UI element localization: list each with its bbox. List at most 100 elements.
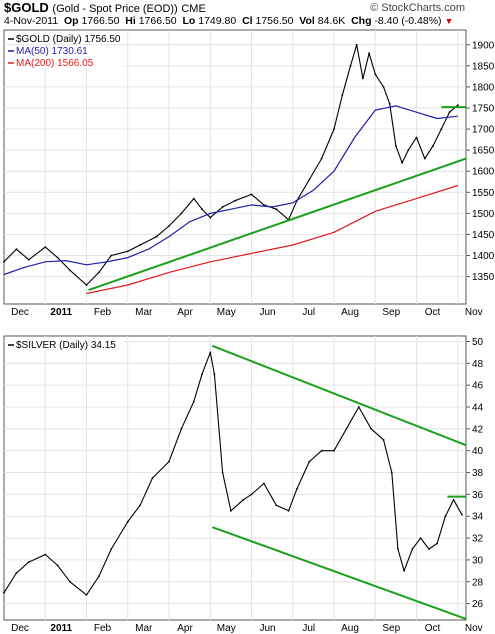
change-label: Chg bbox=[351, 15, 372, 27]
price-point bbox=[428, 548, 430, 550]
price-point bbox=[139, 244, 142, 246]
price-point bbox=[192, 400, 195, 403]
price-point bbox=[357, 406, 360, 408]
price-point bbox=[15, 248, 18, 251]
price-point bbox=[126, 250, 129, 253]
volume-label: Vol bbox=[299, 15, 315, 27]
chart-title: $GOLD (Gold - Spot Price (EOD)) CME bbox=[4, 0, 206, 15]
price-point bbox=[456, 104, 459, 107]
price-point bbox=[320, 157, 323, 160]
price-point bbox=[275, 504, 278, 507]
symbol: $GOLD bbox=[4, 0, 49, 15]
price-point bbox=[382, 438, 385, 441]
legend-entry: $SILVER (Daily) 34.15 bbox=[16, 340, 116, 351]
y-tick-label: 1500 bbox=[472, 209, 495, 220]
price-point bbox=[374, 73, 377, 76]
price-point bbox=[209, 351, 212, 354]
y-tick-label: 34 bbox=[472, 512, 484, 523]
y-tick-label: 44 bbox=[472, 403, 484, 414]
close-value: 1756.50 bbox=[255, 15, 294, 27]
price-point bbox=[345, 427, 348, 430]
price-point bbox=[444, 515, 447, 518]
x-tick-label: Jul bbox=[302, 307, 315, 318]
x-tick-label: May bbox=[217, 307, 236, 318]
x-tick-label: Aug bbox=[341, 623, 359, 634]
y-tick-label: 26 bbox=[472, 599, 484, 610]
trendline bbox=[211, 526, 467, 620]
x-tick-label: Jul bbox=[302, 623, 315, 634]
exchange: CME bbox=[181, 3, 206, 15]
price-point bbox=[168, 225, 170, 227]
price-point bbox=[407, 149, 410, 152]
y-tick-label: 38 bbox=[472, 468, 484, 479]
price-point bbox=[168, 460, 170, 463]
price-point bbox=[308, 178, 311, 181]
y-tick-label: 30 bbox=[472, 555, 484, 566]
price-point bbox=[201, 373, 203, 376]
y-tick-label: 28 bbox=[472, 577, 484, 588]
x-tick-label: Apr bbox=[177, 307, 193, 318]
x-tick-label: Sep bbox=[382, 307, 400, 318]
price-point bbox=[423, 157, 426, 160]
price-point bbox=[370, 427, 372, 430]
price-point bbox=[341, 94, 344, 97]
legend-bg bbox=[6, 57, 124, 68]
quote-stats: 4-Nov-2011 Op 1766.50 Hi 1766.50 Lo 1749… bbox=[4, 15, 453, 27]
x-tick-label: Jun bbox=[259, 307, 275, 318]
price-point bbox=[85, 594, 88, 596]
price-point bbox=[139, 504, 142, 507]
price-point bbox=[263, 204, 265, 206]
y-tick-label: 1650 bbox=[472, 146, 495, 157]
series-price bbox=[3, 44, 459, 286]
y-tick-label: 1800 bbox=[472, 82, 495, 93]
x-tick-label: Mar bbox=[135, 307, 153, 318]
price-point bbox=[287, 509, 290, 512]
legend-entry: MA(50) 1730.61 bbox=[16, 46, 88, 57]
price-point bbox=[151, 477, 154, 479]
price-point bbox=[333, 128, 335, 131]
price-point bbox=[234, 199, 236, 202]
price-point bbox=[69, 580, 71, 583]
x-tick-label: Mar bbox=[135, 623, 153, 634]
price-point bbox=[415, 136, 418, 139]
legend-bg bbox=[6, 45, 124, 56]
price-point bbox=[250, 493, 253, 496]
price-point bbox=[3, 260, 5, 263]
trendline bbox=[88, 157, 467, 292]
price-point bbox=[419, 537, 422, 539]
y-tick-label: 50 bbox=[472, 337, 484, 348]
series-ma50 bbox=[3, 105, 458, 276]
y-tick-label: 42 bbox=[472, 424, 484, 435]
close-label: Cl bbox=[242, 15, 253, 27]
stockcharts-brand: © StockCharts.com bbox=[370, 2, 465, 14]
price-point bbox=[192, 197, 195, 200]
price-point bbox=[44, 553, 47, 556]
price-point bbox=[388, 102, 391, 105]
price-point bbox=[333, 449, 335, 452]
volume-value: 84.6K bbox=[317, 15, 346, 27]
price-point bbox=[69, 269, 71, 272]
price-point bbox=[44, 246, 47, 249]
down-arrow-icon: ▼ bbox=[444, 16, 454, 26]
y-tick-label: 48 bbox=[472, 359, 484, 370]
price-point bbox=[221, 206, 224, 208]
price-point bbox=[397, 548, 399, 550]
price-point bbox=[320, 449, 323, 452]
y-tick-label: 40 bbox=[472, 446, 484, 457]
price-point bbox=[308, 460, 311, 463]
x-tick-label: Oct bbox=[425, 307, 441, 318]
low-value: 1749.80 bbox=[198, 15, 237, 27]
price-point bbox=[263, 482, 265, 485]
price-point bbox=[180, 427, 183, 430]
x-tick-label: May bbox=[217, 623, 236, 634]
price-point bbox=[98, 271, 100, 274]
panel-2: 26 28 30 32 34 36 38 40 42 44 46 48 50 Dec 2011 Feb Mar A… bbox=[3, 335, 484, 634]
series-ma200 bbox=[86, 184, 458, 295]
y-tick-label: 1400 bbox=[472, 251, 495, 262]
trendline bbox=[211, 344, 467, 447]
price-point bbox=[436, 542, 438, 545]
price-point bbox=[56, 564, 59, 567]
symbol-description: (Gold - Spot Price (EOD)) bbox=[52, 3, 178, 15]
x-tick-label: 2011 bbox=[50, 307, 72, 318]
